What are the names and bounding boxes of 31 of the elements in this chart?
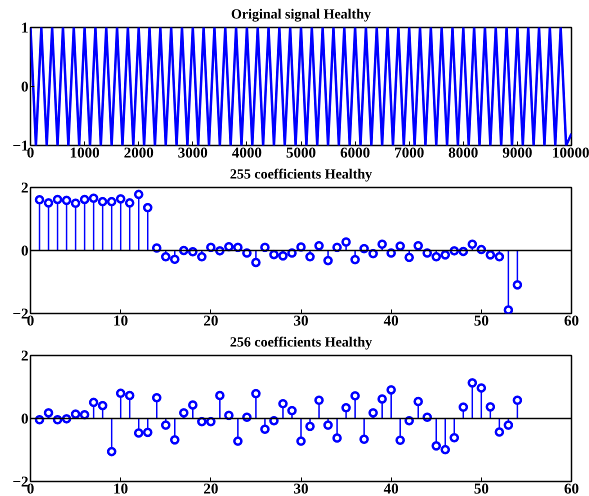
x-tick-label: 20 bbox=[203, 482, 218, 496]
x-tick-label: 50 bbox=[474, 314, 489, 330]
x-tick-label: 6000 bbox=[340, 146, 370, 162]
y-tick-label: 0 bbox=[21, 80, 28, 96]
x-tick-label: 10 bbox=[113, 482, 128, 496]
x-tick-label: 10000 bbox=[552, 146, 589, 162]
x-tick-label: 1000 bbox=[70, 146, 100, 162]
x-tick-label: 40 bbox=[384, 314, 399, 330]
x-tick-label: 2000 bbox=[124, 146, 154, 162]
x-tick-label: 9000 bbox=[502, 146, 532, 162]
chart-title: 255 coefficients Healthy bbox=[230, 168, 372, 182]
x-tick-label: 20 bbox=[203, 314, 218, 330]
x-tick-label: 10 bbox=[113, 314, 128, 330]
x-tick-label: 3000 bbox=[178, 146, 208, 162]
y-tick-label: 0 bbox=[21, 244, 28, 260]
x-tick-label: 40 bbox=[384, 482, 399, 496]
x-tick-label: 50 bbox=[474, 482, 489, 496]
y-tick-label: 2 bbox=[21, 180, 28, 196]
x-tick-label: 30 bbox=[294, 482, 308, 496]
y-tick-label: 1 bbox=[21, 20, 28, 36]
x-tick-label: 60 bbox=[564, 482, 579, 496]
x-tick-label: 8000 bbox=[448, 146, 478, 162]
x-tick-label: 4000 bbox=[232, 146, 262, 162]
chart-title: 256 coefficients Healthy bbox=[230, 336, 372, 350]
x-tick-label: 7000 bbox=[394, 146, 424, 162]
x-tick-label: 60 bbox=[564, 314, 579, 330]
chart-title: Original signal Healthy bbox=[230, 8, 372, 22]
y-tick-label: 2 bbox=[21, 348, 28, 364]
x-tick-label: 30 bbox=[294, 314, 308, 330]
x-tick-label: 5000 bbox=[286, 146, 316, 162]
y-tick-label: 0 bbox=[21, 412, 28, 428]
